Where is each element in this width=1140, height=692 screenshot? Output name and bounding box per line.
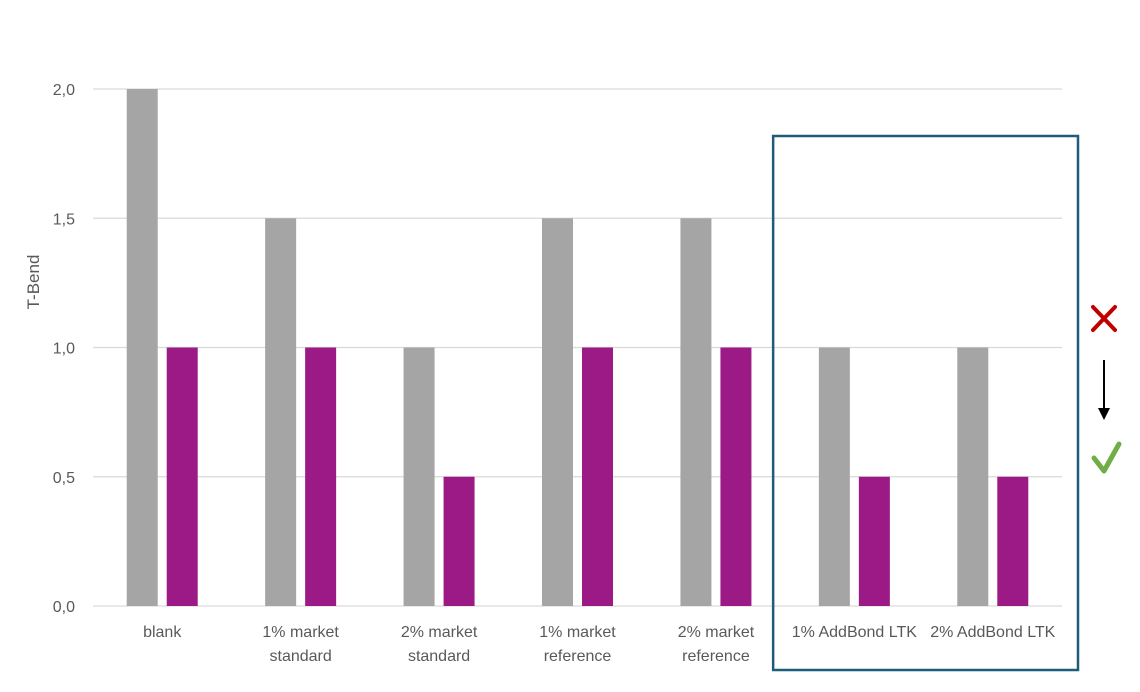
- down-arrow-icon: [1098, 360, 1110, 420]
- x-category-label: 1% market reference: [539, 624, 616, 665]
- bar-series-2: [997, 476, 1029, 606]
- x-axis-labels: blank 1% market standard 2% market standard 1…: [143, 624, 1056, 665]
- y-tick-label: 1,5: [53, 211, 75, 228]
- bar-series-1: [957, 347, 989, 606]
- bar-series-1: [403, 347, 435, 606]
- bar-series-2: [443, 476, 475, 606]
- bar-series-2: [305, 347, 337, 606]
- red-cross-icon: [1091, 305, 1117, 332]
- bar-series-2: [858, 476, 890, 606]
- x-category-label: 2% market reference: [678, 624, 755, 665]
- x-category-label: 2% AddBond LTK: [930, 624, 1055, 641]
- green-check-icon: [1091, 441, 1122, 474]
- y-tick-label: 0,5: [53, 470, 75, 487]
- x-category-label: blank: [143, 624, 182, 641]
- y-tick-label: 1,0: [53, 341, 75, 358]
- bar-series-2: [720, 347, 752, 606]
- bar-series-1: [680, 218, 712, 606]
- y-axis-title: T-Bend: [24, 255, 43, 310]
- bar-series-1: [818, 347, 850, 606]
- y-tick-label: 0,0: [53, 599, 75, 616]
- bar-series-2: [166, 347, 198, 606]
- bar-series-1: [265, 218, 297, 606]
- bar-series-1: [126, 89, 158, 606]
- highlight-box: [771, 134, 1080, 672]
- x-category-label: 1% market standard: [262, 624, 339, 665]
- y-axis-ticks: 0,0 0,5 1,0 1,5 2,0: [53, 82, 75, 616]
- bar-series-1: [542, 218, 573, 606]
- bars: [126, 89, 1029, 606]
- y-tick-label: 2,0: [53, 82, 75, 99]
- bar-series-2: [582, 347, 613, 606]
- x-category-label: 2% market standard: [401, 624, 478, 665]
- x-category-label: 1% AddBond LTK: [792, 624, 917, 641]
- gridlines: [93, 88, 1062, 607]
